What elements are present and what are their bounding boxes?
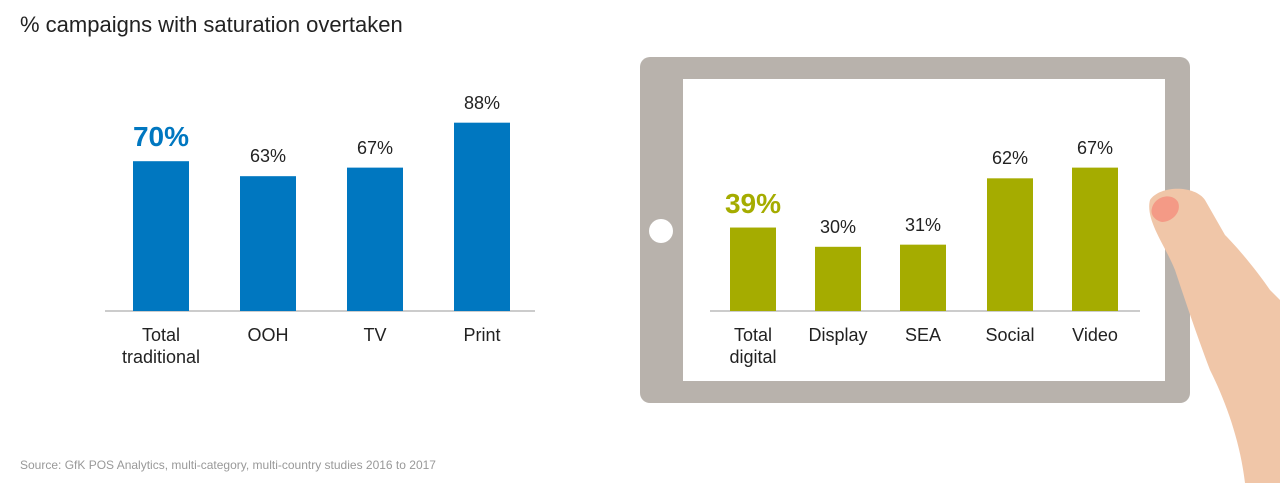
bar [900,244,946,311]
fingernail [1151,196,1179,222]
category-label: OOH [247,325,289,345]
value-label: 88% [463,92,501,113]
value-label: 70% [132,121,190,153]
bar [730,227,776,311]
bar [1072,167,1118,311]
hand [1149,188,1280,483]
bar [347,167,403,311]
chart-title: % campaigns with saturation overtaken [20,12,403,37]
value-label: 67% [356,137,394,158]
tablet-button [649,219,673,243]
category-label: TV [363,325,387,345]
category-label: Social [985,325,1035,345]
bar [133,161,189,311]
source-note: Source: GfK POS Analytics, multi-categor… [20,458,436,472]
category-label: Total digital [729,325,777,367]
category-label: Total traditional [121,325,201,367]
bar [454,122,510,312]
value-label: 39% [724,187,782,219]
value-label: 31% [904,214,942,235]
category-label: SEA [904,325,942,345]
bar [815,246,861,311]
bar [240,176,296,311]
bar [987,178,1033,311]
value-label: 63% [249,146,287,167]
category-label: Video [1072,325,1118,345]
value-label: 67% [1076,137,1114,158]
category-label: Display [808,325,868,345]
value-label: 30% [819,216,857,237]
category-label: Print [463,325,501,345]
value-label: 62% [991,148,1029,169]
